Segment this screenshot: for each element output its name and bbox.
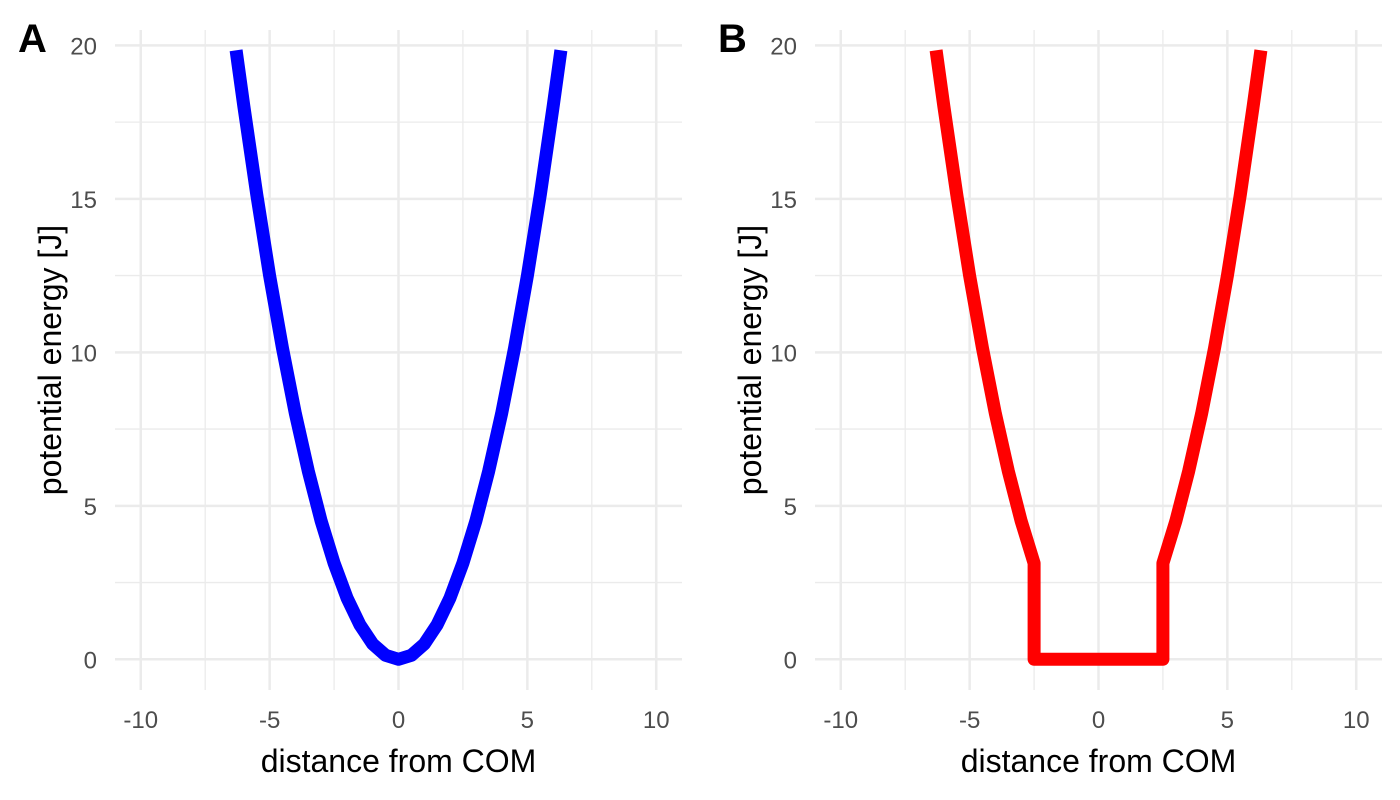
y-tick-label: 5 [84, 494, 97, 521]
panel-b: -10 -5 0 5 10 0 5 10 15 20 distance from COM potent… [718, 17, 1382, 779]
x-tick-label: 5 [1221, 707, 1234, 734]
y-tick-label: 5 [784, 494, 797, 521]
x-tick-label: 0 [1092, 707, 1105, 734]
panel-label: A [18, 17, 47, 61]
series-line [229, 49, 568, 666]
y-tick-label: 10 [770, 340, 797, 367]
x-tick-label: 10 [643, 707, 670, 734]
x-tick-label: -10 [123, 707, 158, 734]
y-tick-label: 15 [70, 187, 97, 214]
y-tick-label: 20 [770, 33, 797, 60]
y-tick-label: 0 [784, 647, 797, 674]
x-tick-label: 10 [1343, 707, 1370, 734]
y-tick-label: 20 [70, 33, 97, 60]
y-axis-title: potential energy [J] [32, 225, 68, 495]
x-tick-label: 0 [392, 707, 405, 734]
x-axis-title: distance from COM [961, 743, 1237, 779]
x-tick-label: -10 [823, 707, 858, 734]
y-axis-title: potential energy [J] [732, 225, 768, 495]
x-tick-label: 5 [521, 707, 534, 734]
panel-label: B [718, 17, 747, 61]
x-axis-title: distance from COM [261, 743, 537, 779]
y-tick-label: 0 [84, 647, 97, 674]
x-tick-label: -5 [959, 707, 980, 734]
panel-a: -10 -5 0 5 10 0 5 10 15 20 distance from COM potent… [18, 17, 682, 779]
y-tick-label: 10 [70, 340, 97, 367]
y-tick-label: 15 [770, 187, 797, 214]
x-tick-label: -5 [259, 707, 280, 734]
series-line [929, 49, 1268, 666]
